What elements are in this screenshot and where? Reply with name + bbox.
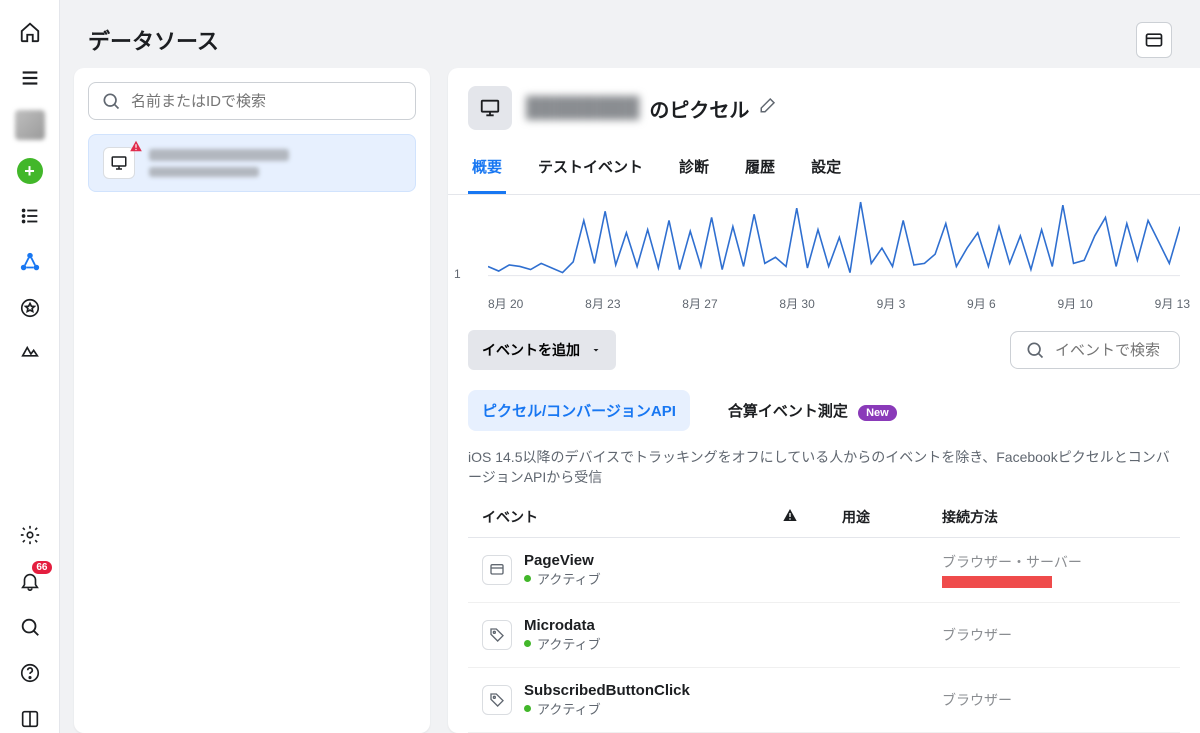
browser-icon [482,555,512,585]
page-title: データソース [88,24,219,56]
tab-2[interactable]: 診断 [675,146,713,194]
event-status: アクティブ [524,699,690,718]
datasource-name-blurred [149,149,289,161]
tab-0[interactable]: 概要 [468,146,506,194]
col-use: 用途 [842,507,942,527]
help-icon[interactable] [16,659,44,687]
description-text: iOS 14.5以降のデバイスでトラッキングをオフにしている人からのイベントを除… [448,431,1200,487]
left-rail: + 66 [0,0,60,733]
edit-icon[interactable] [759,96,777,120]
tab-1[interactable]: テストイベント [534,146,647,194]
chart-xtick: 8月 27 [682,295,717,312]
monitor-icon [468,86,512,130]
home-icon[interactable] [16,18,44,46]
add-button[interactable]: + [17,158,43,184]
tag-icon [482,620,512,650]
event-row[interactable]: SubscribedButtonClickアクティブ ブラウザー [468,668,1180,733]
bell-icon[interactable]: 66 [16,567,44,595]
chart-xtick: 9月 13 [1155,295,1190,312]
chevron-down-icon [590,344,602,356]
redacted-strip [942,576,1052,588]
chart-xtick: 8月 30 [779,295,814,312]
event-row[interactable]: PageViewアクティブ ブラウザー・サーバー [468,538,1180,603]
connection-method: ブラウザー [942,625,1166,645]
event-name: PageView [524,552,601,569]
subtab-pixel-api[interactable]: ピクセル/コンバージョンAPI [468,390,690,431]
tab-3[interactable]: 履歴 [741,146,779,194]
search-icon [1025,340,1045,360]
event-status: アクティブ [524,634,601,653]
subtab-aggregate-label: 合算イベント測定 [728,403,848,420]
datasource-search[interactable] [88,82,416,120]
detail-panel: ████████ のピクセル 概要テストイベント診断履歴設定 1 8月 208月… [448,68,1200,733]
layout-toggle-button[interactable] [1136,22,1172,58]
connections-icon[interactable] [16,248,44,276]
tab-4[interactable]: 設定 [807,146,845,194]
event-search-input[interactable] [1055,342,1165,359]
datasource-id-blurred [149,167,259,177]
chart-xtick: 8月 20 [488,295,523,312]
event-status: アクティブ [524,569,601,588]
search-icon [101,91,121,111]
pixel-title-suffix: のピクセル [649,94,749,123]
tabs: 概要テストイベント診断履歴設定 [448,138,1200,195]
col-conn: 接続方法 [942,507,1166,527]
notification-badge: 66 [32,561,51,574]
event-row[interactable]: Microdataアクティブ ブラウザー [468,603,1180,668]
pixel-name-blurred: ████████ [526,97,639,120]
panel-icon[interactable] [16,705,44,733]
menu-icon[interactable] [16,64,44,92]
datasource-search-input[interactable] [131,93,403,110]
datasource-item[interactable] [88,134,416,192]
chart-xtick: 9月 6 [967,295,996,312]
event-search[interactable] [1010,331,1180,369]
chart-xtick: 9月 10 [1058,295,1093,312]
col-warning-icon [782,507,842,527]
list-icon[interactable] [16,202,44,230]
star-icon[interactable] [16,294,44,322]
chart-xtick: 8月 23 [585,295,620,312]
chart-xtick: 9月 3 [877,295,906,312]
add-event-label: イベントを追加 [482,340,580,360]
subtab-aggregate[interactable]: 合算イベント測定 New [714,390,911,431]
datasource-list-panel [74,68,430,733]
add-event-button[interactable]: イベントを追加 [468,330,616,370]
connection-method: ブラウザー [942,690,1166,710]
avatar[interactable] [15,110,45,140]
chart-ytick: 1 [454,267,461,281]
connection-method: ブラウザー・サーバー [942,552,1166,572]
search-icon[interactable] [16,613,44,641]
chart-xticks: 8月 20 8月 23 8月 27 8月 30 9月 3 9月 6 9月 10 9月 13 [448,291,1200,312]
pixel-title: ████████ のピクセル [526,94,777,123]
event-name: SubscribedButtonClick [524,682,690,699]
gear-icon[interactable] [16,521,44,549]
col-event: イベント [482,507,782,527]
new-badge: New [858,405,897,421]
warning-icon [129,139,143,153]
event-name: Microdata [524,617,601,634]
events-chart: 1 [448,195,1200,291]
tag-icon [482,685,512,715]
tools-icon[interactable] [16,340,44,368]
events-table: イベント 用途 接続方法 PageViewアクティブブラウザー・サーバーMicr… [448,487,1200,733]
